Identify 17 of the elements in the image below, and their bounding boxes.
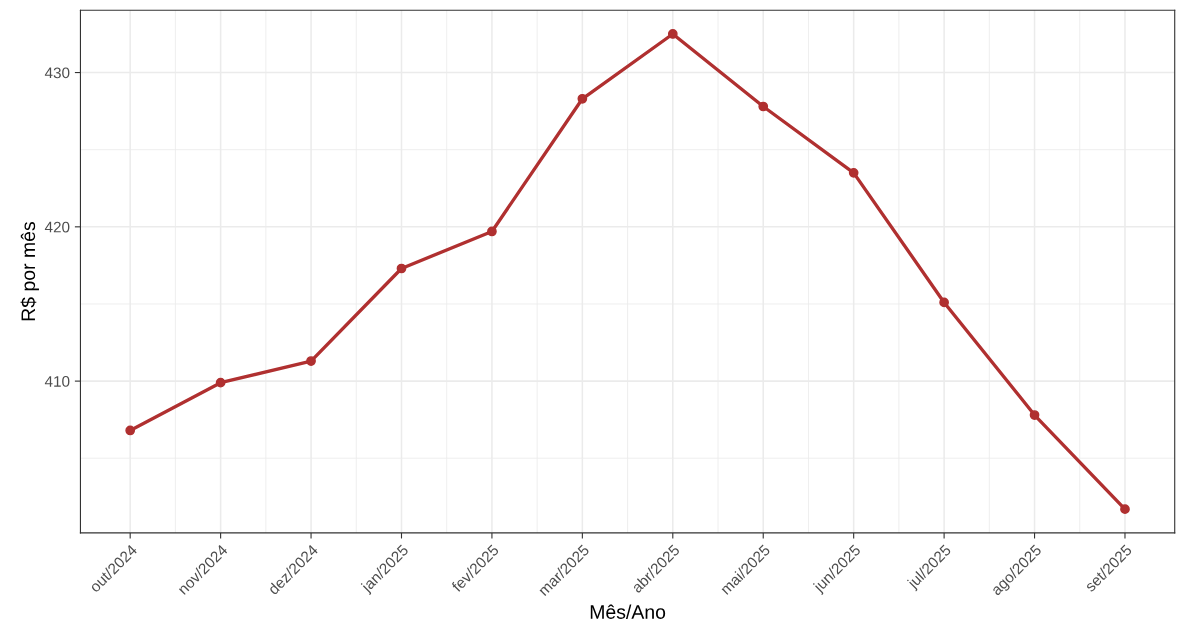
point — [306, 356, 316, 366]
y-tick-label: 430 — [44, 67, 70, 79]
y-axis-title: R$ por mês — [20, 222, 39, 321]
point — [667, 29, 678, 39]
point — [215, 377, 226, 388]
point — [487, 226, 497, 237]
x-axis-title: Mês/Ano — [590, 604, 666, 619]
point — [577, 93, 588, 104]
point — [125, 425, 136, 436]
point — [939, 297, 949, 308]
y-tick-label: 420 — [44, 221, 70, 233]
point — [396, 263, 407, 274]
point — [848, 167, 859, 178]
point — [1120, 504, 1130, 515]
y-tick-label: 410 — [44, 375, 70, 387]
point — [758, 101, 769, 112]
point — [1029, 410, 1040, 420]
